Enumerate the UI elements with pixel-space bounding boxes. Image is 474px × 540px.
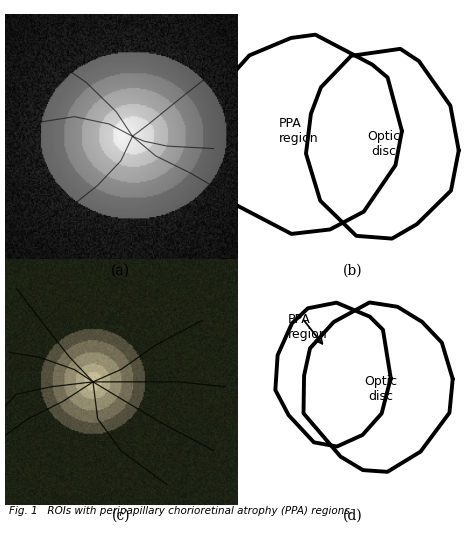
Text: Optic
disc: Optic disc bbox=[365, 375, 398, 403]
Text: PPA
region: PPA region bbox=[288, 313, 328, 341]
Text: Optic
disc: Optic disc bbox=[367, 130, 400, 158]
Text: Fig. 1   ROIs with peripapillary chorioretinal atrophy (PPA) regions:: Fig. 1 ROIs with peripapillary chorioret… bbox=[9, 506, 354, 516]
Text: (c): (c) bbox=[111, 509, 130, 523]
Text: (b): (b) bbox=[343, 264, 363, 278]
Text: (d): (d) bbox=[343, 509, 363, 523]
Text: (a): (a) bbox=[111, 264, 130, 278]
Text: PPA
region: PPA region bbox=[279, 117, 319, 145]
